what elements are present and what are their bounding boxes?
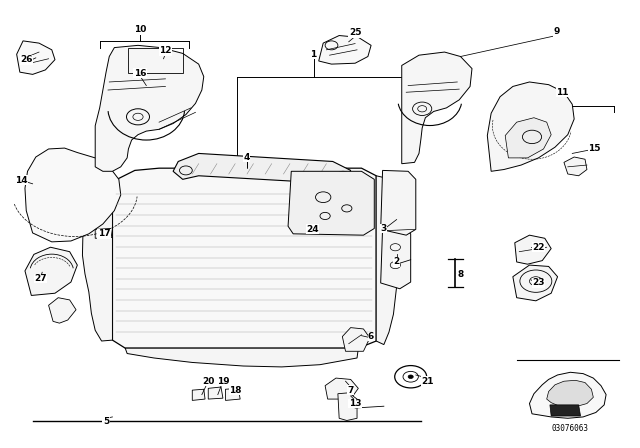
Polygon shape	[288, 171, 374, 235]
Polygon shape	[319, 35, 371, 64]
Text: 3: 3	[381, 224, 387, 233]
Text: 7: 7	[348, 386, 354, 395]
Polygon shape	[25, 247, 77, 296]
Text: 27: 27	[34, 274, 47, 283]
Polygon shape	[173, 153, 351, 184]
Polygon shape	[17, 41, 55, 74]
Text: 03076063: 03076063	[552, 424, 589, 433]
Polygon shape	[487, 82, 574, 171]
Polygon shape	[225, 388, 240, 401]
Polygon shape	[381, 228, 411, 289]
Text: 10: 10	[134, 25, 146, 34]
Text: 1: 1	[310, 50, 317, 59]
Text: 9: 9	[553, 27, 559, 36]
Text: 14: 14	[15, 176, 28, 185]
Text: 23: 23	[532, 279, 545, 288]
Text: 16: 16	[134, 69, 146, 78]
Polygon shape	[95, 45, 204, 171]
Text: 5: 5	[103, 417, 109, 426]
Text: 25: 25	[349, 28, 362, 37]
Polygon shape	[83, 181, 113, 341]
Polygon shape	[49, 297, 76, 323]
Polygon shape	[208, 387, 223, 399]
Polygon shape	[513, 265, 557, 301]
Circle shape	[408, 375, 413, 379]
Text: 22: 22	[532, 243, 545, 252]
Polygon shape	[376, 176, 402, 345]
Text: 21: 21	[421, 377, 433, 386]
Polygon shape	[547, 380, 593, 407]
Text: 17: 17	[98, 229, 111, 238]
Text: 26: 26	[20, 55, 33, 64]
Text: 15: 15	[588, 144, 601, 154]
Polygon shape	[113, 168, 376, 348]
Polygon shape	[325, 378, 358, 399]
Text: 11: 11	[556, 88, 569, 97]
Polygon shape	[505, 118, 551, 158]
Text: 4: 4	[243, 152, 250, 162]
Polygon shape	[550, 405, 580, 416]
Text: 20: 20	[202, 377, 214, 386]
Polygon shape	[25, 148, 121, 242]
Text: 12: 12	[159, 46, 172, 55]
Polygon shape	[338, 393, 357, 421]
Text: 18: 18	[230, 386, 242, 395]
Polygon shape	[529, 372, 606, 418]
Text: 8: 8	[458, 270, 463, 279]
Text: 19: 19	[216, 377, 229, 386]
Text: 6: 6	[368, 332, 374, 341]
Polygon shape	[125, 348, 358, 367]
Polygon shape	[381, 170, 416, 235]
Polygon shape	[515, 235, 551, 264]
Polygon shape	[192, 389, 205, 401]
Polygon shape	[402, 52, 472, 164]
Polygon shape	[342, 327, 370, 351]
Text: 24: 24	[306, 225, 319, 234]
Polygon shape	[95, 228, 112, 238]
Text: 13: 13	[349, 399, 362, 408]
Text: 2: 2	[394, 258, 400, 267]
Polygon shape	[564, 157, 587, 176]
